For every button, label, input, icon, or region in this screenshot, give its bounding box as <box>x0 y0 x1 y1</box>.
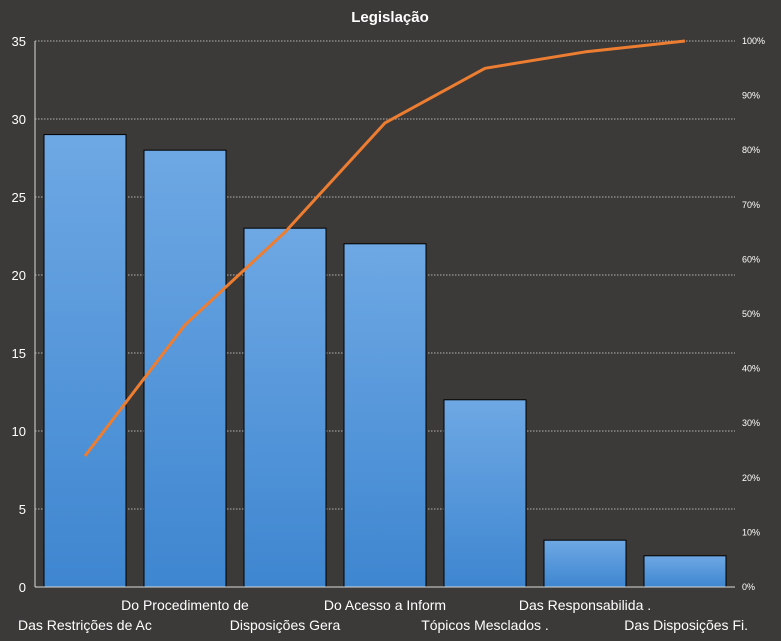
x-category-label: Tópicos Mesclados . <box>421 617 549 633</box>
y2-tick-label: 100% <box>742 36 765 46</box>
bar <box>343 243 427 588</box>
bar <box>243 227 327 588</box>
y-tick-label: 35 <box>12 34 26 49</box>
y-tick-label: 5 <box>19 502 26 517</box>
y2-tick-label: 80% <box>742 145 760 155</box>
y2-tick-label: 20% <box>742 473 760 483</box>
bar <box>143 149 227 588</box>
chart-title: Legislação <box>351 9 429 26</box>
y2-tick-label: 90% <box>742 91 760 101</box>
y2-tick-label: 40% <box>742 364 760 374</box>
x-category-label: Disposições Gera <box>230 617 341 633</box>
y2-tick-label: 30% <box>742 418 760 428</box>
y2-tick-label: 10% <box>742 527 760 537</box>
y-tick-label: 15 <box>12 346 26 361</box>
y2-tick-label: 60% <box>742 254 760 264</box>
y-tick-label: 10 <box>12 424 26 439</box>
y2-tick-label: 50% <box>742 309 760 319</box>
y-tick-label: 25 <box>12 190 26 205</box>
bar <box>443 399 527 588</box>
y-tick-label: 0 <box>19 580 26 595</box>
y-tick-label: 30 <box>12 112 26 127</box>
y-tick-label: 20 <box>12 268 26 283</box>
cumulative-line <box>83 39 686 457</box>
bar <box>643 555 727 588</box>
x-category-label: Do Acesso a Inform <box>324 597 446 613</box>
x-category-label: Das Disposições Fi. <box>624 617 748 633</box>
x-category-label: Do Procedimento de <box>121 597 249 613</box>
y2-tick-label: 70% <box>742 200 760 210</box>
y2-tick-label: 0% <box>742 582 755 592</box>
x-category-label: Das Restrições de Ac <box>18 617 152 633</box>
bar <box>43 134 127 588</box>
bar <box>543 539 627 588</box>
x-category-label: Das Responsabilida . <box>519 597 651 613</box>
